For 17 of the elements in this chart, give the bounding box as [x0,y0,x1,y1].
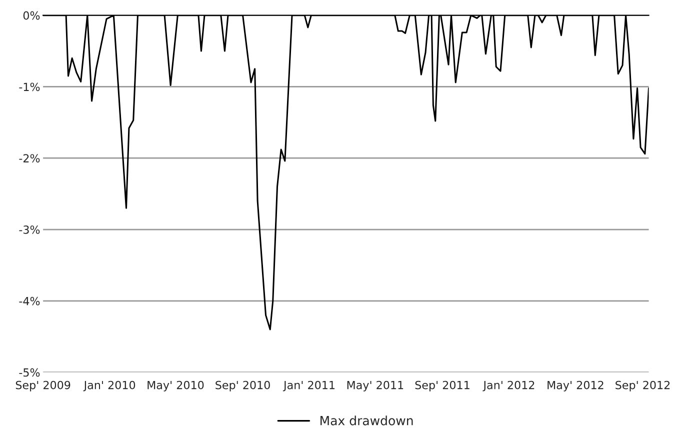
x-tick-label: Sep' 2010 [216,380,270,392]
x-tick-label: Jan' 2012 [482,380,534,392]
x-tick-label: May' 2010 [148,380,204,392]
y-tick-label: -2% [19,154,40,162]
x-tick-label: May' 2011 [347,380,404,392]
y-tick-label: -4% [19,296,40,306]
y-tick-label: -1% [19,82,40,92]
legend-label: Max drawdown [320,416,413,426]
y-tick-label: -3% [19,225,40,234]
y-tick-label: -5% [19,368,40,377]
x-tick-label: Sep' 2009 [16,380,70,392]
x-tick-label: Jan' 2011 [282,380,335,392]
x-tick-label: Sep' 2011 [415,380,470,392]
y-tick-label: 0% [23,11,40,20]
x-tick-label: Sep' 2012 [616,380,670,392]
x-tick-label: Jan' 2010 [83,380,136,392]
x-tick-label: May' 2012 [548,380,604,392]
